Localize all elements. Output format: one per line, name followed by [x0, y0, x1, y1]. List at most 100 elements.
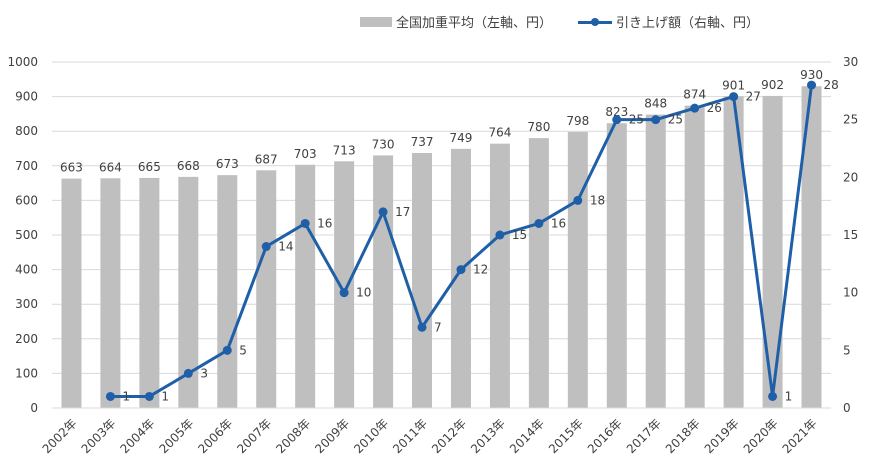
line-value-label: 16: [317, 216, 332, 230]
x-tick-label: 2018年: [663, 416, 703, 456]
bar: [178, 176, 199, 408]
bar: [334, 161, 355, 408]
bar-value-label: 848: [644, 97, 667, 111]
line-value-label: 5: [239, 343, 247, 357]
line-point: [261, 242, 271, 252]
line-point: [690, 103, 700, 113]
y-left-tick-label: 600: [15, 193, 38, 207]
y-right-tick-label: 25: [843, 113, 858, 127]
bar-value-label: 664: [99, 160, 122, 174]
x-tick-label: 2007年: [234, 416, 274, 456]
line-value-label: 25: [668, 113, 683, 127]
y-left-tick-label: 200: [15, 332, 38, 346]
y-right-tick-label: 30: [843, 55, 858, 69]
line-value-label: 1: [161, 389, 169, 403]
x-tick-label: 2011年: [390, 416, 430, 456]
bar: [684, 105, 705, 408]
line-point: [105, 391, 115, 401]
bar: [723, 96, 744, 408]
bar-value-label: 930: [800, 68, 823, 82]
bar-value-label: 663: [60, 161, 83, 175]
line-value-label: 7: [434, 320, 442, 334]
line-value-label: 15: [512, 228, 527, 242]
line-value-label: 1: [785, 389, 793, 403]
bar: [801, 86, 822, 408]
line-value-label: 14: [278, 240, 293, 254]
x-tick-label: 2014年: [507, 416, 547, 456]
bar-value-label: 749: [450, 131, 473, 145]
y-left-tick-label: 700: [15, 159, 38, 173]
line-point: [183, 368, 193, 378]
line-value-label: 1: [122, 389, 130, 403]
bar: [645, 114, 666, 408]
line-value-label: 28: [824, 78, 839, 92]
x-tick-label: 2006年: [195, 416, 235, 456]
bar-value-label: 798: [566, 114, 589, 128]
y-right-tick-label: 15: [843, 228, 858, 242]
y-left-tick-label: 400: [15, 263, 38, 277]
bar-value-label: 874: [683, 88, 706, 102]
x-tick-label: 2002年: [40, 416, 80, 456]
bar: [450, 148, 471, 408]
bar: [139, 177, 160, 408]
bar: [373, 155, 394, 408]
line-point: [222, 345, 232, 355]
line-point: [534, 218, 544, 228]
bar: [528, 138, 549, 408]
x-tick-label: 2008年: [273, 416, 313, 456]
y-right-tick-label: 0: [843, 401, 851, 415]
y-left-tick-label: 300: [15, 297, 38, 311]
x-tick-label: 2004年: [118, 416, 158, 456]
line-point: [339, 288, 349, 298]
line-value-label: 25: [629, 113, 644, 127]
legend-line-swatch: [578, 16, 613, 28]
line-value-label: 3: [200, 366, 208, 380]
y-left-tick-label: 800: [15, 124, 38, 138]
bar-value-label: 665: [138, 160, 161, 174]
bar-value-label: 737: [411, 135, 434, 149]
bar-value-label: 703: [294, 147, 317, 161]
bar-value-label: 687: [255, 152, 278, 166]
legend-item-bar: 全国加重平均（左軸、円）: [360, 12, 552, 31]
bar: [100, 178, 121, 408]
line-value-label: 12: [473, 263, 488, 277]
bar-value-label: 901: [722, 78, 745, 92]
bar: [762, 95, 783, 409]
y-left-tick-label: 500: [15, 228, 38, 242]
legend-bar-swatch: [360, 16, 392, 27]
y-right-tick-label: 20: [843, 170, 858, 184]
bar: [567, 131, 588, 408]
bar-value-label: 823: [605, 105, 628, 119]
bar-value-label: 730: [372, 137, 395, 151]
legend-line-label: 引き上げ額（右軸、円）: [616, 16, 760, 31]
x-tick-label: 2021年: [780, 416, 820, 456]
y-right-tick-label: 10: [843, 286, 858, 300]
line-value-label: 26: [707, 101, 722, 115]
line-point: [417, 322, 427, 332]
x-tick-label: 2019年: [702, 416, 742, 456]
x-tick-label: 2020年: [741, 416, 781, 456]
line-point: [729, 92, 739, 102]
line-point: [300, 218, 310, 228]
x-tick-label: 2015年: [546, 416, 586, 456]
bar: [412, 152, 433, 408]
x-tick-label: 2003年: [79, 416, 119, 456]
bar-value-label: 673: [216, 157, 239, 171]
line-point: [573, 195, 583, 205]
legend-bar-label: 全国加重平均（左軸、円）: [396, 16, 553, 31]
x-tick-label: 2009年: [312, 416, 352, 456]
x-tick-label: 2010年: [351, 416, 391, 456]
line-point: [378, 207, 388, 217]
y-left-tick-label: 900: [15, 90, 38, 104]
bar-value-label: 713: [333, 143, 356, 157]
bar-value-label: 668: [177, 159, 200, 173]
bar-value-label: 780: [527, 120, 550, 134]
x-tick-label: 2013年: [468, 416, 508, 456]
bar-value-label: 902: [761, 78, 784, 92]
bar: [217, 175, 238, 408]
line-point: [144, 391, 154, 401]
legend-item-line: 引き上げ額（右軸、円）: [578, 12, 759, 31]
x-tick-label: 2012年: [429, 416, 469, 456]
line-point: [612, 115, 622, 125]
